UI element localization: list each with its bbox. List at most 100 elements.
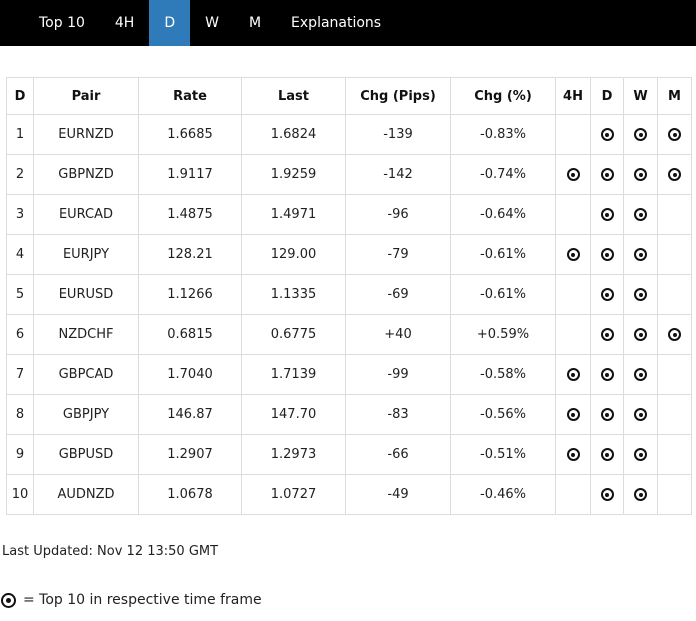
nav-item-w[interactable]: W [205, 15, 219, 31]
chg-pct-cell: -0.51% [450, 434, 556, 475]
timeframe-d-cell [590, 314, 624, 355]
header-cell-6: 4H [555, 77, 591, 115]
timeframe-w-cell [623, 234, 658, 275]
last-cell: 147.70 [241, 394, 346, 435]
top10-marker-icon [634, 168, 647, 181]
rate-cell: 128.21 [138, 234, 242, 275]
last-cell: 1.6824 [241, 114, 346, 155]
rank-cell: 10 [6, 474, 34, 515]
rate-cell: 1.6685 [138, 114, 242, 155]
top10-marker-icon [668, 168, 681, 181]
timeframe-m-cell [657, 434, 692, 475]
top10-marker-icon [634, 328, 647, 341]
top10-marker-icon [566, 168, 580, 181]
nav-item-explanations[interactable]: Explanations [291, 15, 382, 31]
rate-cell: 1.4875 [138, 194, 242, 235]
pair-cell: NZDCHF [33, 314, 139, 355]
timeframe-m-cell [657, 154, 692, 195]
header-cell-0: D [6, 77, 34, 115]
pair-cell: EURJPY [33, 234, 139, 275]
table-row: 7 GBPCAD 1.7040 1.7139 -99 -0.58% [6, 354, 692, 395]
timeframe-w-cell [623, 434, 658, 475]
top10-marker-icon [566, 448, 580, 461]
timeframe-d-cell [590, 434, 624, 475]
last-cell: 1.7139 [241, 354, 346, 395]
top10-marker-icon [600, 288, 614, 301]
rank-cell: 4 [6, 234, 34, 275]
chg-pct-cell: -0.74% [450, 154, 556, 195]
top10-marker-icon [600, 168, 614, 181]
table-header-row: D Pair Rate Last Chg (Pips) Chg (%) 4H D W M [6, 77, 692, 115]
header-cell-3: Last [241, 77, 346, 115]
nav-item-top-10[interactable]: Top 10 [39, 15, 85, 31]
timeframe-d-cell [590, 274, 624, 315]
timeframe-m-cell [657, 474, 692, 515]
header-cell-2: Rate [138, 77, 242, 115]
table-row: 3 EURCAD 1.4875 1.4971 -96 -0.64% [6, 194, 692, 235]
chg-pct-cell: -0.56% [450, 394, 556, 435]
chg-pips-cell: -142 [345, 154, 451, 195]
top10-marker-icon [600, 248, 614, 261]
top10-marker-icon [668, 328, 681, 341]
top10-marker-icon [600, 208, 614, 221]
top10-marker-icon [600, 488, 614, 501]
table-row: 9 GBPUSD 1.2907 1.2973 -66 -0.51% [6, 434, 692, 475]
timeframe-m-cell [657, 234, 692, 275]
last-cell: 1.4971 [241, 194, 346, 235]
timeframe-h4-cell [555, 434, 591, 475]
top10-marker-icon [634, 128, 647, 141]
last-cell: 1.1335 [241, 274, 346, 315]
top10-table: D Pair Rate Last Chg (Pips) Chg (%) 4H D W M 1 EUR… [6, 77, 692, 515]
timeframe-w-cell [623, 194, 658, 235]
table-row: 6 NZDCHF 0.6815 0.6775 +40 +0.59% [6, 314, 692, 355]
timeframe-h4-cell [555, 474, 591, 515]
timeframe-w-cell [623, 274, 658, 315]
table-row: 2 GBPNZD 1.9117 1.9259 -142 -0.74% [6, 154, 692, 195]
chg-pips-cell: -83 [345, 394, 451, 435]
rate-cell: 1.2907 [138, 434, 242, 475]
timeframe-h4-cell [555, 394, 591, 435]
table-row: 1 EURNZD 1.6685 1.6824 -139 -0.83% [6, 114, 692, 155]
nav-item-m[interactable]: M [248, 15, 262, 31]
timeframe-w-cell [623, 474, 658, 515]
pair-cell: EURNZD [33, 114, 139, 155]
pair-cell: EURCAD [33, 194, 139, 235]
rank-cell: 8 [6, 394, 34, 435]
timeframe-d-cell [590, 234, 624, 275]
header-cell-7: D [590, 77, 624, 115]
top10-marker-icon [1, 592, 16, 608]
chg-pct-cell: -0.61% [450, 234, 556, 275]
rate-cell: 1.0678 [138, 474, 242, 515]
last-cell: 0.6775 [241, 314, 346, 355]
top10-marker-icon [600, 448, 614, 461]
table-row: 5 EURUSD 1.1266 1.1335 -69 -0.61% [6, 274, 692, 315]
header-cell-9: M [657, 77, 692, 115]
table-row: 10 AUDNZD 1.0678 1.0727 -49 -0.46% [6, 474, 692, 515]
chg-pct-cell: -0.83% [450, 114, 556, 155]
timeframe-h4-cell [555, 234, 591, 275]
nav-item-4h[interactable]: 4H [114, 15, 135, 31]
timeframe-m-cell [657, 114, 692, 155]
nav-item-d[interactable]: D [149, 0, 191, 46]
timeframe-h4-cell [555, 354, 591, 395]
chg-pips-cell: -139 [345, 114, 451, 155]
header-cell-4: Chg (Pips) [345, 77, 451, 115]
chg-pct-cell: +0.59% [450, 314, 556, 355]
top10-marker-icon [566, 368, 580, 381]
top10-marker-icon [634, 408, 647, 421]
timeframe-d-cell [590, 114, 624, 155]
timeframe-m-cell [657, 274, 692, 315]
last-cell: 1.0727 [241, 474, 346, 515]
chg-pct-cell: -0.61% [450, 274, 556, 315]
last-cell: 1.2973 [241, 434, 346, 475]
last-updated-text: Last Updated: Nov 12 13:50 GMT [2, 544, 219, 559]
timeframe-h4-cell [555, 274, 591, 315]
timeframe-d-cell [590, 474, 624, 515]
pair-cell: GBPUSD [33, 434, 139, 475]
timeframe-h4-cell [555, 154, 591, 195]
chg-pct-cell: -0.46% [450, 474, 556, 515]
top10-marker-icon [600, 408, 614, 421]
timeframe-d-cell [590, 394, 624, 435]
table-row: 8 GBPJPY 146.87 147.70 -83 -0.56% [6, 394, 692, 435]
timeframe-m-cell [657, 314, 692, 355]
